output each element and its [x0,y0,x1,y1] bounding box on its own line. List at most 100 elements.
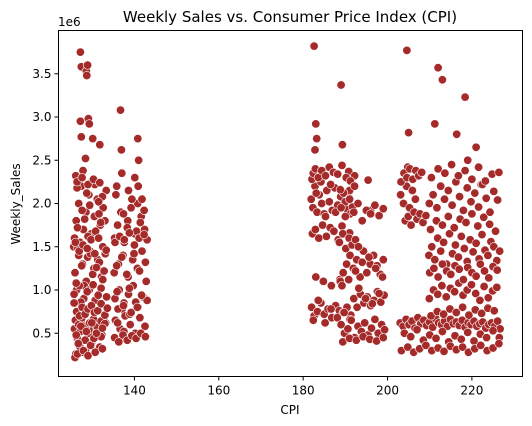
data-point [321,231,331,241]
data-point [338,229,348,239]
data-point [412,325,422,335]
data-point [424,294,434,304]
data-point [362,268,372,278]
data-point [122,269,132,279]
data-point [440,168,450,178]
data-point [370,314,380,324]
data-point [441,292,451,302]
data-point [335,185,345,195]
data-point [76,132,86,142]
data-point [310,225,320,235]
data-point [425,225,435,235]
data-point [437,75,447,85]
data-point [340,212,350,222]
data-point [133,134,143,144]
data-point [483,293,493,303]
data-point [353,199,363,209]
data-point [396,190,406,200]
data-point [364,252,374,262]
data-point [129,240,139,250]
data-point [450,240,460,250]
data-point [332,313,342,323]
data-point [318,220,328,230]
data-point [344,275,354,285]
data-point [490,226,500,236]
data-point [458,205,468,215]
data-point [354,283,364,293]
data-point [443,186,453,196]
data-point [350,181,360,191]
axis-ticks: 140 160 180 200 220 0.5 1.0 1.5 2.0 2.5 3.0 3.5 [32,67,483,398]
data-point [426,173,436,183]
data-point [437,220,447,230]
data-point [96,218,106,228]
data-point [75,116,85,126]
data-point [137,246,147,256]
data-point [311,119,321,129]
data-point [96,299,106,309]
data-point [460,166,470,176]
data-point [326,180,336,190]
data-point [310,145,320,155]
data-point [93,290,103,300]
data-point [426,311,436,321]
data-point [468,247,478,257]
data-point [437,259,447,269]
data-point [437,326,447,336]
data-point [126,307,136,317]
data-point [350,266,360,276]
data-point [117,252,127,262]
data-point [439,309,449,319]
data-point [481,193,491,203]
data-point [483,250,493,260]
data-point [135,218,145,228]
data-point [92,328,102,338]
data-point [444,229,454,239]
data-point [458,342,468,352]
data-point [92,262,102,272]
data-point [355,272,365,282]
y-offset-label: 1e6 [58,15,81,29]
data-point [475,259,485,269]
data-point [73,223,83,233]
data-point [433,164,443,174]
data-point [343,324,353,334]
data-point [488,326,498,336]
data-point [102,292,112,302]
data-point [453,171,463,181]
data-point [311,272,321,282]
y-tick-label: 0.5 [32,326,51,340]
data-point [113,318,123,328]
data-point [84,119,94,129]
data-point [130,173,140,183]
data-point [459,244,469,254]
data-point [71,278,81,288]
x-tick-label: 220 [460,384,483,398]
data-point [312,134,322,144]
data-point [129,249,139,259]
chart-title: Weekly Sales vs. Consumer Price Index (C… [123,8,457,26]
data-point [337,221,347,231]
data-point [461,218,471,228]
y-axis-label: Weekly_Sales [9,163,23,244]
data-point [430,255,440,265]
data-point [402,45,412,55]
data-point [127,194,137,204]
data-point [352,302,362,312]
data-point [371,263,381,273]
data-point [349,207,359,217]
data-point [453,252,463,262]
data-point [463,327,473,337]
x-tick-label: 180 [292,384,315,398]
data-point [492,265,502,275]
data-point [320,212,330,222]
data-point [345,250,355,260]
data-point [458,275,468,285]
data-point [135,313,145,323]
data-point [471,288,481,298]
data-point [82,244,92,254]
y-tick-label: 2.5 [32,153,51,167]
data-point [94,209,104,219]
data-point [473,221,483,231]
data-point [462,183,472,193]
